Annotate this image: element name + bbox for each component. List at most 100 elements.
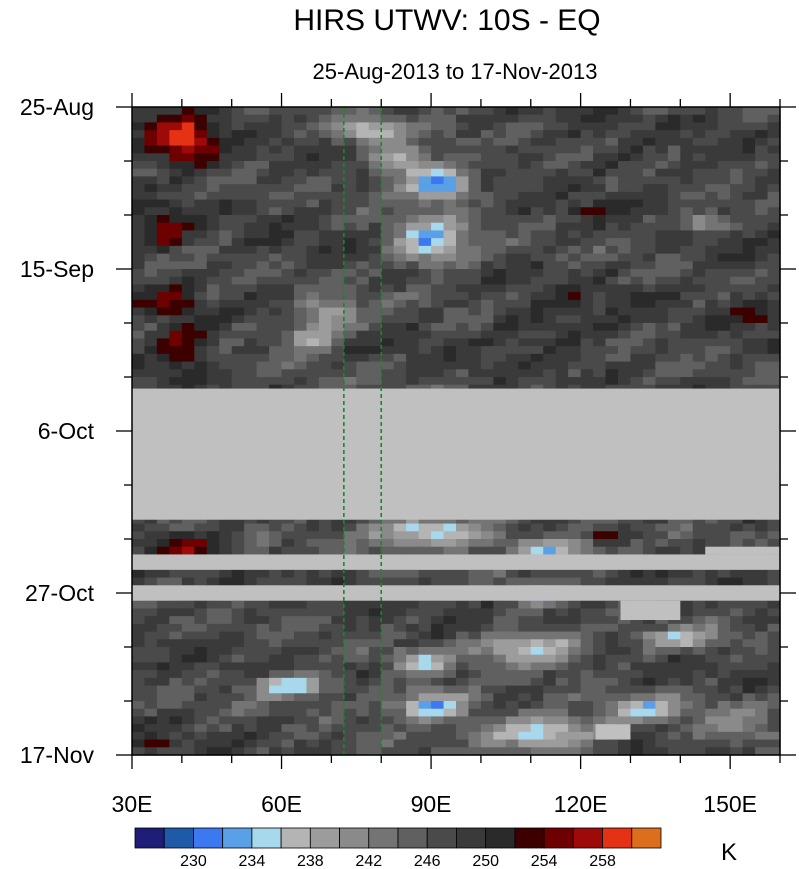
field-cell <box>543 647 557 656</box>
field-cell <box>194 716 208 725</box>
field-cell <box>406 176 420 185</box>
field-cell <box>555 338 569 347</box>
field-cell <box>468 161 482 170</box>
field-cell <box>518 161 532 170</box>
field-cell <box>468 238 482 247</box>
field-cell <box>692 361 706 370</box>
field-cell <box>368 215 382 224</box>
field-cell <box>593 114 607 124</box>
field-cell <box>730 161 744 170</box>
field-cell <box>667 323 681 332</box>
field-cell <box>443 184 457 193</box>
field-cell <box>692 600 706 610</box>
missing-data-band <box>132 554 780 570</box>
field-cell <box>605 647 619 656</box>
field-cell <box>132 137 146 147</box>
field-cell <box>468 245 482 255</box>
field-cell <box>431 739 445 748</box>
field-cell <box>543 361 557 370</box>
field-cell <box>468 315 482 324</box>
colorbar-tick-label: 250 <box>472 853 499 869</box>
field-cell <box>655 739 669 748</box>
field-cell <box>717 253 731 262</box>
field-cell <box>256 539 270 548</box>
field-cell <box>206 531 220 540</box>
field-cell <box>269 616 283 625</box>
field-cell <box>219 292 233 301</box>
field-cell <box>580 269 594 278</box>
field-cell <box>331 377 345 386</box>
field-cell <box>381 161 395 170</box>
field-cell <box>393 315 407 324</box>
field-cell <box>144 245 158 255</box>
field-cell <box>231 577 245 586</box>
field-cell <box>680 361 694 370</box>
field-cell <box>518 230 532 239</box>
field-cell <box>318 716 332 725</box>
field-cell <box>318 608 332 617</box>
field-cell <box>431 631 445 640</box>
field-cell <box>406 569 420 579</box>
field-cell <box>705 515 719 525</box>
field-cell <box>717 731 731 741</box>
field-cell <box>343 130 357 139</box>
field-cell <box>418 531 432 540</box>
field-cell <box>231 230 245 239</box>
field-cell <box>568 623 582 633</box>
field-cell <box>356 207 370 216</box>
field-cell <box>655 161 669 170</box>
field-cell <box>281 299 295 309</box>
field-cell <box>219 623 233 633</box>
field-cell <box>418 515 432 525</box>
field-cell <box>742 215 756 224</box>
field-cell <box>156 230 170 239</box>
field-cell <box>281 670 295 679</box>
field-cell <box>767 284 781 293</box>
field-cell <box>381 253 395 262</box>
field-cell <box>231 631 245 640</box>
field-cell <box>181 168 195 178</box>
field-cell <box>318 377 332 386</box>
field-cell <box>132 315 146 324</box>
field-cell <box>480 716 494 725</box>
field-cell <box>667 577 681 586</box>
field-cell <box>543 515 557 525</box>
field-cell <box>468 369 482 378</box>
field-cell <box>406 153 420 162</box>
field-cell <box>343 361 357 370</box>
field-cell <box>568 731 582 741</box>
field-cell <box>518 114 532 124</box>
field-cell <box>144 284 158 293</box>
field-cell <box>431 269 445 278</box>
field-cell <box>505 269 519 278</box>
field-cell <box>343 369 357 378</box>
field-cell <box>767 191 781 201</box>
field-cell <box>418 701 432 710</box>
field-cell <box>331 616 345 625</box>
field-cell <box>730 654 744 664</box>
field-cell <box>505 616 519 625</box>
field-cell <box>368 153 382 162</box>
field-cell <box>480 353 494 363</box>
field-cell <box>269 230 283 239</box>
field-cell <box>194 569 208 579</box>
field-cell <box>368 184 382 193</box>
field-cell <box>530 361 544 370</box>
field-cell <box>456 515 470 525</box>
field-cell <box>755 623 769 633</box>
field-cell <box>269 662 283 671</box>
field-cell <box>543 747 557 756</box>
field-cell <box>692 747 706 756</box>
field-cell <box>493 299 507 309</box>
field-cell <box>294 608 308 617</box>
field-cell <box>605 137 619 147</box>
field-cell <box>730 245 744 255</box>
field-cell <box>443 739 457 748</box>
field-cell <box>705 338 719 347</box>
field-cell <box>742 685 756 694</box>
field-cell <box>393 539 407 548</box>
field-cell <box>692 701 706 710</box>
field-cell <box>593 647 607 656</box>
field-cell <box>219 569 233 579</box>
